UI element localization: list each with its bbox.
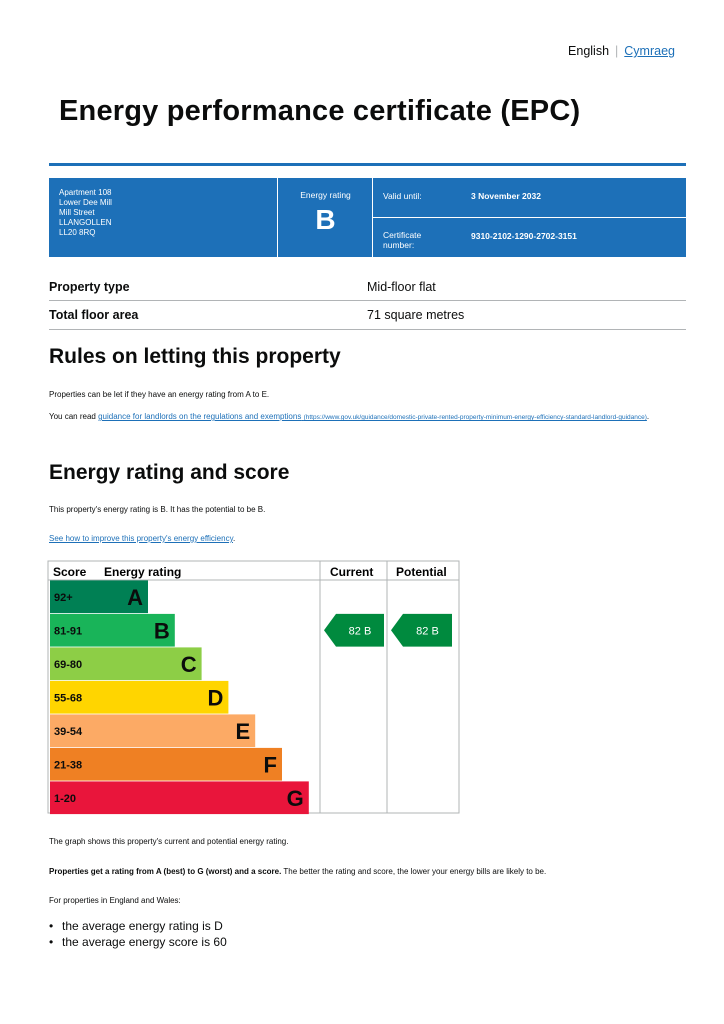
potential-rating-label: 82 B	[416, 625, 439, 637]
property-address: Apartment 108 Lower Dee Mill Mill Street…	[49, 178, 278, 257]
band-letter-label: B	[154, 618, 170, 643]
band-score-label: 21-38	[54, 759, 82, 771]
energy-rating-letter: B	[315, 204, 336, 235]
potential-header: Potential	[396, 565, 447, 579]
certificate-number-label: Certificate number:	[383, 230, 422, 250]
rating-band-d	[50, 680, 229, 714]
rating-band-f	[50, 747, 282, 781]
rating-heading: Energy rating and score	[49, 461, 290, 484]
letting-heading: Rules on letting this property	[49, 345, 341, 368]
letting-text: Properties can be let if they have an en…	[49, 390, 270, 399]
improve-suffix: .	[233, 534, 236, 543]
band-letter-label: A	[127, 585, 143, 610]
guidance-prefix: You can read	[49, 412, 99, 421]
language-current: English	[568, 44, 610, 58]
summary-divider	[49, 329, 686, 330]
address-line: Mill Street	[59, 208, 95, 217]
band-letter-label: E	[236, 719, 251, 744]
summary-value: Mid-floor flat	[367, 280, 436, 294]
band-score-label: 55-68	[54, 692, 82, 704]
improve-text: See how to improve this property's energ…	[49, 533, 669, 544]
averages-list: the average energy rating is D the avera…	[49, 918, 227, 950]
rating-bands: 92+ A 81-91 B 69-80 C 55-68 D 39-54 E 21-38 F 1-20 G	[50, 580, 309, 815]
language-link-welsh[interactable]: Cymraeg	[624, 44, 675, 58]
valid-until-label: Valid until:	[383, 191, 422, 201]
band-score-label: 69-80	[54, 659, 82, 671]
language-switcher: English | Cymraeg	[568, 44, 675, 58]
rating-header: Energy rating	[104, 565, 181, 579]
valid-until-row: Valid until: 3 November 2032	[373, 178, 686, 218]
certificate-number-row: Certificate number: 9310-2102-1290-2702-…	[373, 218, 686, 257]
band-letter-label: G	[287, 786, 304, 811]
summary-value: 71 square metres	[367, 308, 465, 322]
rating-band-b	[50, 613, 175, 647]
current-header: Current	[330, 565, 373, 579]
chart-caption: The graph shows this property's current …	[49, 837, 289, 846]
energy-rating-chart: Score Energy rating Current Potential 92…	[47, 560, 460, 815]
rating-markers: 82 B 82 B	[324, 613, 452, 647]
summary-row-property-type: Property type Mid-floor flat	[49, 280, 686, 300]
band-letter-label: D	[208, 685, 224, 710]
letting-guidance-text: You can read guidance for landlords on t…	[49, 411, 669, 423]
address-line: Apartment 108	[59, 188, 112, 197]
rating-text: This property's energy rating is B. It h…	[49, 505, 266, 514]
valid-until-value: 3 November 2032	[471, 191, 541, 201]
band-score-label: 1-20	[54, 793, 76, 805]
rating-band-c	[50, 647, 202, 681]
certificate-number-value: 9310-2102-1290-2702-3151	[471, 231, 577, 241]
rating-explanation-bold: Properties get a rating from A (best) to…	[49, 867, 282, 876]
language-separator: |	[615, 44, 619, 58]
summary-row-floor-area: Total floor area 71 square metres	[49, 308, 686, 328]
rating-explanation: Properties get a rating from A (best) to…	[49, 866, 669, 877]
band-letter-label: C	[181, 652, 197, 677]
certificate-panel: Apartment 108 Lower Dee Mill Mill Street…	[49, 178, 686, 257]
address-line: Lower Dee Mill	[59, 198, 112, 207]
rating-band-e	[50, 714, 256, 748]
summary-divider	[49, 300, 686, 301]
band-score-label: 81-91	[54, 625, 82, 637]
rating-explanation-rest: The better the rating and score, the low…	[281, 867, 547, 876]
current-rating-marker	[324, 613, 384, 647]
title-rule	[49, 163, 686, 166]
guidance-link[interactable]: guidance for landlords on the regulation…	[98, 412, 647, 421]
average-rating-item: the average energy rating is D	[49, 918, 227, 934]
address-line: LL20 8RQ	[59, 228, 96, 237]
improve-link[interactable]: See how to improve this property's energ…	[49, 534, 233, 543]
energy-rating-box: Energy rating B	[279, 178, 373, 257]
rating-band-g	[50, 781, 309, 815]
potential-rating-marker	[391, 613, 452, 647]
guidance-link-url: (https://www.gov.uk/guidance/domestic-pr…	[303, 414, 647, 421]
guidance-link-text: guidance for landlords on the regulation…	[98, 412, 302, 421]
energy-rating-label: Energy rating	[300, 190, 351, 200]
summary-label: Total floor area	[49, 308, 139, 322]
address-line: LLANGOLLEN	[59, 218, 112, 227]
current-rating-label: 82 B	[349, 625, 372, 637]
rating-band-a	[50, 580, 148, 614]
summary-label: Property type	[49, 280, 130, 294]
average-score-item: the average energy score is 60	[49, 934, 227, 950]
page-title: Energy performance certificate (EPC)	[59, 95, 581, 127]
score-header: Score	[53, 565, 87, 579]
band-score-label: 92+	[54, 592, 73, 604]
band-letter-label: F	[264, 752, 277, 777]
england-wales-text: For properties in England and Wales:	[49, 896, 181, 905]
certificate-info: Valid until: 3 November 2032 Certificate…	[373, 178, 686, 257]
band-score-label: 39-54	[54, 726, 83, 738]
guidance-suffix: .	[646, 412, 650, 421]
